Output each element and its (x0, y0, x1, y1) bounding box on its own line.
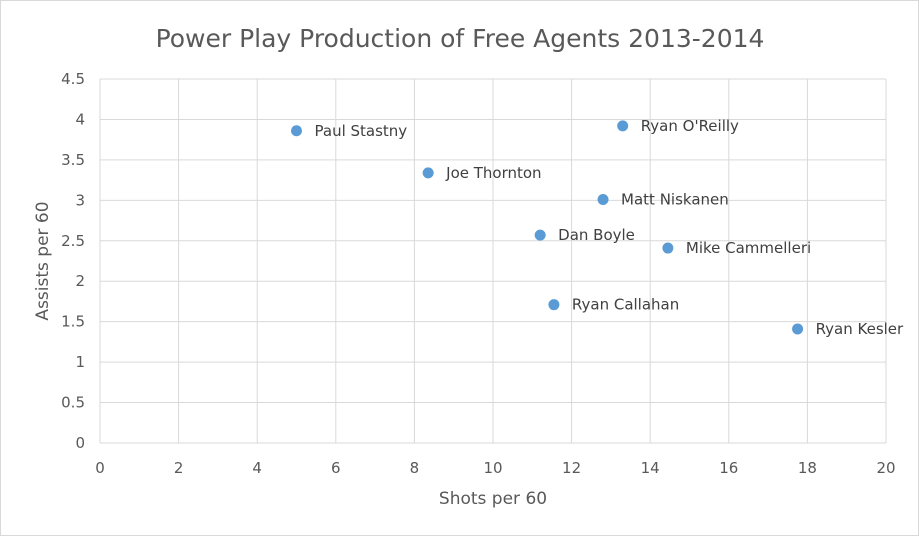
x-tick-label: 10 (483, 459, 502, 477)
data-point (662, 242, 674, 254)
data-point (548, 299, 560, 311)
tick-labels: 0 0.5 1 1.5 2 2.5 3 3.5 4 4.5 0 2 4 6 8 10 12 14 16 18 20 (61, 70, 895, 477)
data-point (534, 229, 546, 241)
y-tick-label: 1 (75, 353, 85, 371)
x-tick-label: 2 (174, 459, 184, 477)
y-tick-label: 0.5 (61, 394, 85, 412)
data-point-label: Paul Stastny (315, 122, 408, 140)
x-axis-label: Shots per 60 (439, 489, 547, 509)
data-point-label: Mike Cammelleri (686, 239, 811, 257)
data-point (291, 125, 302, 137)
x-tick-label: 0 (95, 459, 105, 477)
data-point-label: Ryan O'Reilly (641, 117, 739, 135)
y-tick-label: 4 (75, 110, 85, 128)
data-point-label: Dan Boyle (558, 226, 635, 244)
data-point-label: Ryan Kesler (816, 320, 904, 338)
data-point (617, 120, 629, 132)
data-point-label: Matt Niskanen (621, 191, 729, 209)
y-tick-label: 3.5 (61, 151, 85, 169)
y-tick-label: 4.5 (61, 70, 85, 88)
y-tick-label: 3 (75, 191, 85, 209)
data-points: Paul Stastny Ryan O'Reilly Joe Thornton Mat… (291, 117, 904, 338)
y-tick-label: 2 (75, 272, 85, 290)
x-tick-label: 6 (331, 459, 341, 477)
x-tick-label: 4 (252, 459, 262, 477)
y-tick-label: 0 (75, 434, 85, 452)
x-tick-label: 8 (410, 459, 420, 477)
x-tick-label: 18 (798, 459, 817, 477)
data-point (597, 194, 609, 206)
data-point (422, 167, 434, 179)
data-point (792, 323, 804, 335)
grid (99, 78, 887, 444)
x-tick-label: 12 (562, 459, 581, 477)
chart-title: Power Play Production of Free Agents 201… (156, 24, 765, 53)
data-point-label: Joe Thornton (445, 164, 541, 182)
x-tick-label: 16 (719, 459, 738, 477)
x-tick-label: 14 (641, 459, 660, 477)
data-point-label: Ryan Callahan (572, 296, 679, 314)
y-tick-label: 1.5 (61, 313, 85, 331)
y-axis-label: Assists per 60 (33, 201, 53, 320)
y-tick-label: 2.5 (61, 232, 85, 250)
x-tick-label: 20 (876, 459, 895, 477)
